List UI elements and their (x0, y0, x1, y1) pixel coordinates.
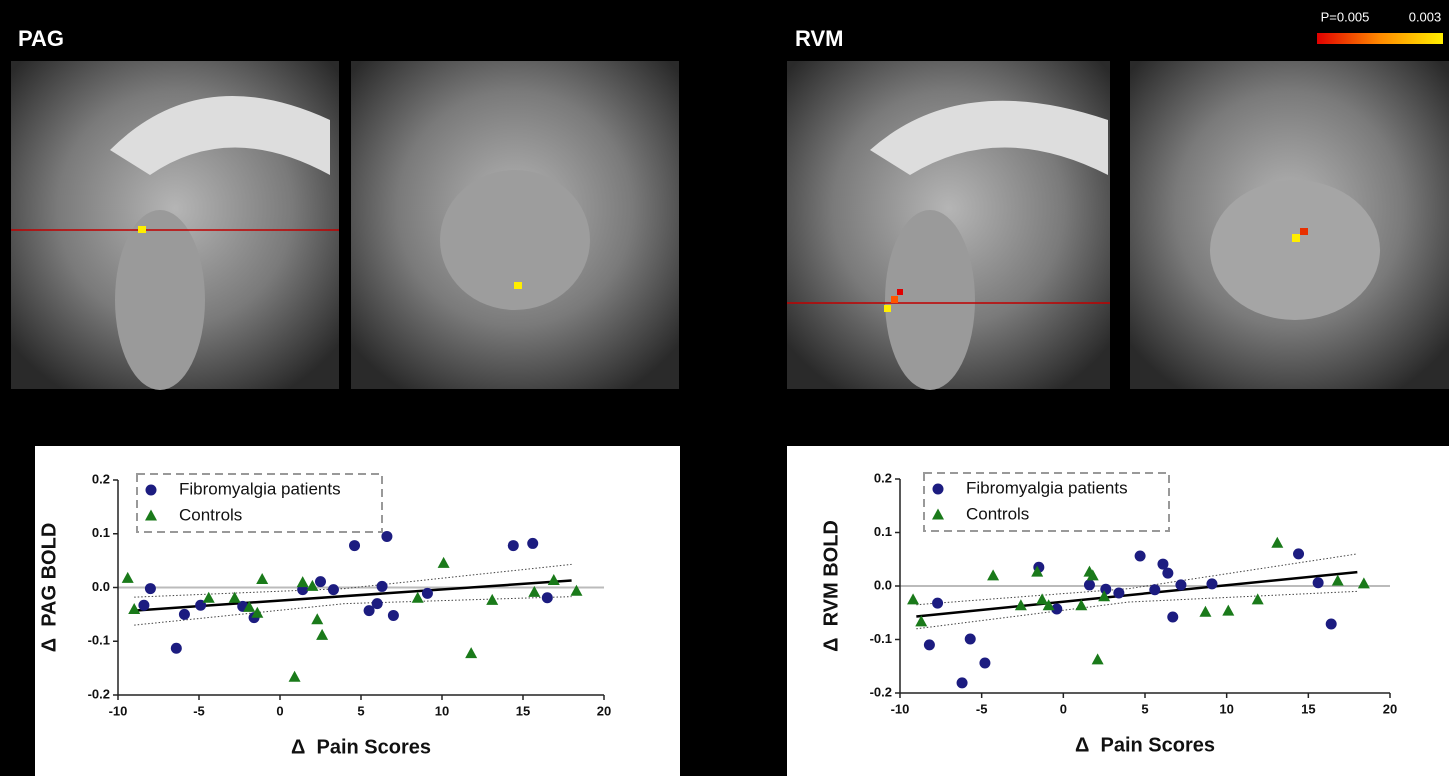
y-tick-label: -0.1 (88, 633, 110, 648)
point (1313, 577, 1324, 588)
point (388, 610, 399, 621)
point (377, 581, 388, 592)
point (145, 583, 156, 594)
y-axis-label: Δ PAG BOLD (38, 523, 60, 653)
point (965, 633, 976, 644)
legend-label: Fibromyalgia patients (966, 478, 1128, 497)
point (1206, 578, 1217, 589)
point (171, 643, 182, 654)
point (1100, 584, 1111, 595)
point (1293, 548, 1304, 559)
x-tick-label: -10 (891, 701, 910, 716)
point (508, 540, 519, 551)
y-tick-label: 0.0 (92, 579, 110, 594)
point (1175, 579, 1186, 590)
panel-label: RVM (795, 26, 844, 51)
brain-images (11, 61, 1449, 390)
y-tick-label: 0.1 (92, 525, 110, 540)
x-tick-label: -5 (976, 701, 988, 716)
colorbar (1317, 33, 1443, 44)
point (527, 538, 538, 549)
point (372, 598, 383, 609)
point (542, 592, 553, 603)
y-tick-label: -0.2 (88, 686, 110, 701)
y-axis-label: Δ RVM BOLD (820, 520, 842, 652)
point (381, 531, 392, 542)
legend-label: Fibromyalgia patients (179, 479, 341, 498)
point (1162, 568, 1173, 579)
y-tick-label: 0.2 (92, 471, 110, 486)
point (1084, 579, 1095, 590)
y-tick-label: 0.2 (874, 470, 892, 485)
x-axis-label: Δ Pain Scores (291, 736, 431, 758)
x-tick-label: 0 (276, 703, 283, 718)
x-tick-label: 10 (435, 703, 449, 718)
point (979, 658, 990, 669)
point (1326, 618, 1337, 629)
x-tick-label: -5 (193, 703, 205, 718)
x-tick-label: 10 (1219, 701, 1233, 716)
legend-label: Controls (966, 504, 1029, 523)
point (349, 540, 360, 551)
point (1113, 587, 1124, 598)
point (1135, 551, 1146, 562)
x-tick-label: 5 (1141, 701, 1148, 716)
y-tick-label: 0.0 (874, 577, 892, 592)
y-tick-label: -0.1 (870, 631, 892, 646)
x-axis-label: Δ Pain Scores (1075, 734, 1215, 756)
legend-marker (146, 485, 157, 496)
x-tick-label: 20 (597, 703, 611, 718)
point (179, 609, 190, 620)
x-tick-label: 0 (1060, 701, 1067, 716)
x-tick-label: 5 (357, 703, 364, 718)
colorbar-label: 0.003 (1409, 9, 1442, 24)
colorbar-label: P=0.005 (1321, 9, 1370, 24)
point (924, 639, 935, 650)
point (957, 677, 968, 688)
legend-label: Controls (179, 505, 242, 524)
panel-label: PAG (18, 26, 64, 51)
point (1167, 612, 1178, 623)
point (315, 576, 326, 587)
x-tick-label: 15 (1301, 701, 1315, 716)
point (932, 598, 943, 609)
point (138, 600, 149, 611)
point (328, 584, 339, 595)
x-tick-label: 15 (516, 703, 530, 718)
x-tick-label: -10 (109, 703, 128, 718)
y-tick-label: -0.2 (870, 684, 892, 699)
x-tick-label: 20 (1383, 701, 1397, 716)
point (1149, 584, 1160, 595)
legend-marker (933, 484, 944, 495)
point (422, 588, 433, 599)
y-tick-label: 0.1 (874, 524, 892, 539)
figure: PAG RVM P=0.005 0.003 -0.2 -0.1 0.0 0.1 0.2 -… (0, 0, 1449, 776)
